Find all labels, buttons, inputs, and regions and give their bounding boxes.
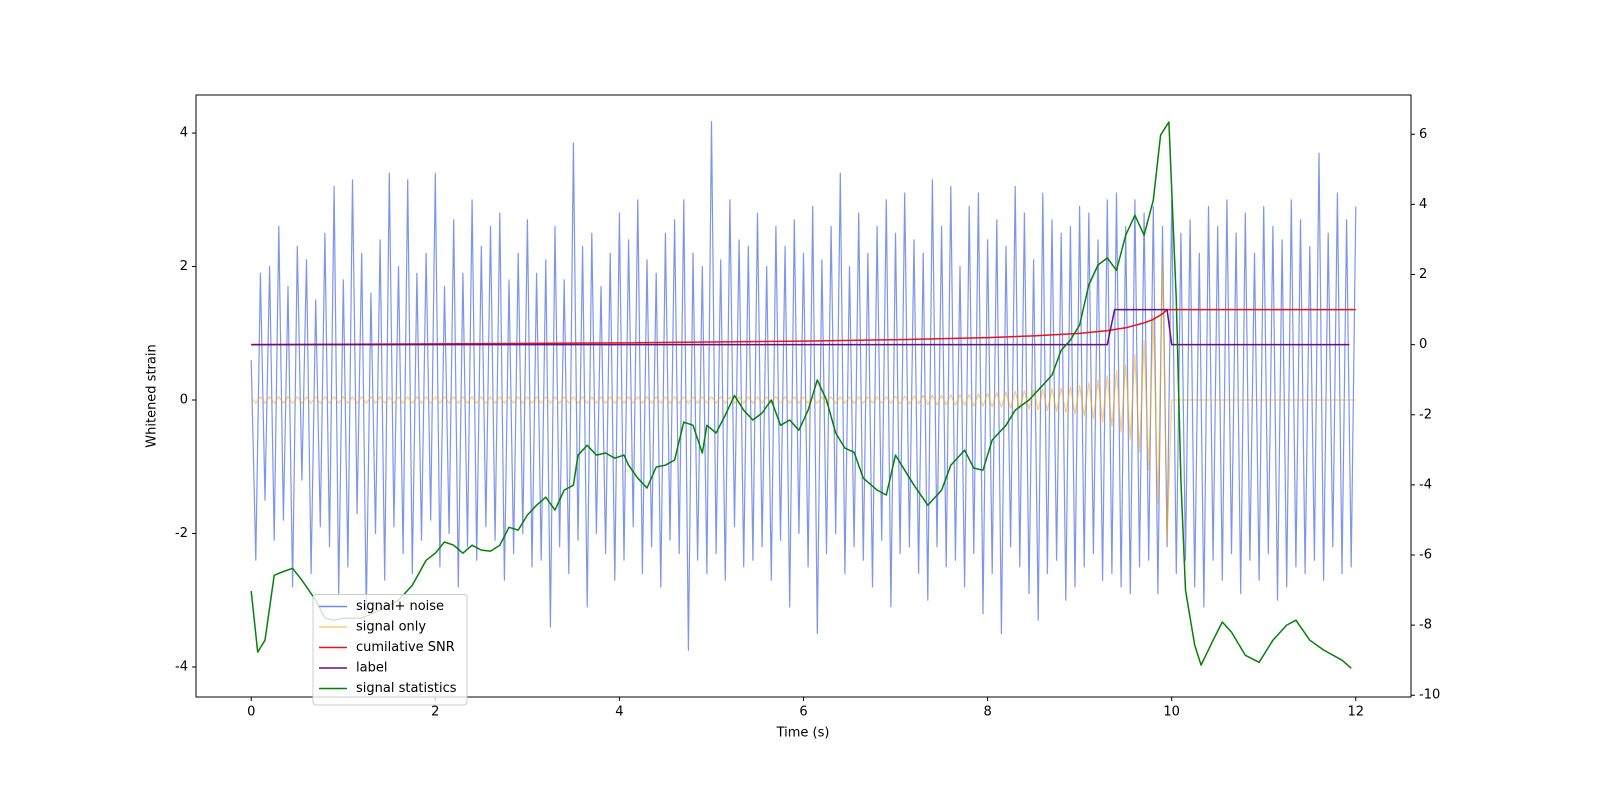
- legend-label: signal statistics: [356, 681, 457, 696]
- y-tick-label: 0: [180, 393, 188, 408]
- y-axis-label: Whitened strain: [145, 344, 160, 447]
- y2-tick-label: 6: [1419, 127, 1427, 142]
- plot-area: [250, 121, 1357, 669]
- y2-tick-label: -10: [1419, 688, 1440, 703]
- series-line: [250, 121, 1352, 669]
- series-line: [251, 308, 1356, 346]
- x-tick-label: 10: [1163, 705, 1180, 720]
- y-tick-label: 2: [180, 259, 188, 274]
- x-tick-label: 2: [431, 705, 439, 720]
- y-tick-label: -2: [175, 526, 188, 541]
- y-tick-label: -4: [175, 659, 188, 674]
- x-tick-label: 4: [615, 705, 623, 720]
- y2-tick-label: -2: [1419, 407, 1432, 422]
- legend: signal+ noise signal only cumilative SNR la…: [312, 594, 468, 706]
- x-axis-label: Time (s): [776, 726, 830, 741]
- y-tick-label: 4: [180, 126, 188, 141]
- legend-box: [312, 594, 468, 706]
- x-tick-label: 6: [799, 705, 807, 720]
- legend-label: signal only: [356, 620, 426, 635]
- legend-label: signal+ noise: [356, 599, 444, 614]
- x-tick-label: 8: [983, 705, 991, 720]
- legend-label: cumilative SNR: [356, 640, 455, 655]
- legend-label: label: [356, 661, 387, 676]
- y2-tick-label: -8: [1419, 618, 1432, 633]
- y2-tick-label: 0: [1419, 337, 1427, 352]
- y2-tick-label: 2: [1419, 267, 1427, 282]
- y2-tick-label: -6: [1419, 548, 1432, 563]
- y2-tick-label: -4: [1419, 477, 1432, 492]
- series-line: [251, 308, 1350, 346]
- y2-tick-label: 4: [1419, 197, 1427, 212]
- x-tick-label: 0: [247, 705, 255, 720]
- series-line: [250, 259, 1356, 541]
- x-tick-label: 12: [1347, 705, 1364, 720]
